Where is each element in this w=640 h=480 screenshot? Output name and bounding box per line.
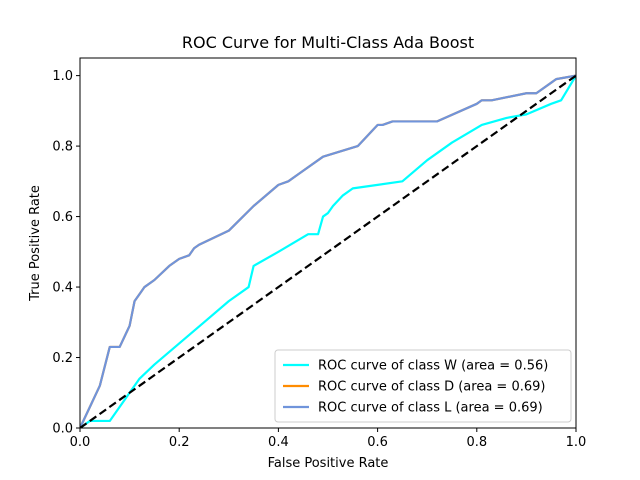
x-tick-label: 0.2 — [169, 435, 190, 450]
y-tick-label: 0.2 — [52, 351, 73, 366]
legend-label-1: ROC curve of class W (area = 0.56) — [318, 359, 548, 374]
plot-area — [80, 74, 576, 428]
y-axis: 0.0 0.2 0.4 0.6 0.8 1.0 — [52, 69, 80, 437]
y-tick-label: 0.4 — [52, 281, 73, 296]
plot-frame — [79, 57, 577, 429]
legend: ROC curve of class W (area = 0.56) ROC cu… — [274, 349, 572, 423]
x-tick-label: 0.4 — [268, 435, 289, 450]
reference-diagonal-line — [80, 74, 576, 428]
legend-box — [274, 349, 572, 423]
legend-label-3: ROC curve of class L (area = 0.69) — [318, 401, 543, 416]
y-tick-label: 0.8 — [52, 140, 73, 155]
x-tick-label: 0.0 — [70, 435, 91, 450]
y-tick-label: 0.0 — [52, 422, 73, 437]
x-tick-label: 0.6 — [367, 435, 388, 450]
x-axis-label: False Positive Rate — [268, 456, 389, 471]
series-line-1 — [80, 74, 576, 428]
series-layer — [80, 74, 576, 428]
x-tick-label: 1.0 — [566, 435, 587, 450]
series-line-3 — [80, 74, 576, 428]
y-tick-label: 1.0 — [52, 69, 73, 84]
x-tick-label: 0.8 — [466, 435, 487, 450]
y-axis-label: True Positive Rate — [28, 185, 43, 302]
y-tick-label: 0.6 — [52, 210, 73, 225]
legend-label-2: ROC curve of class D (area = 0.69) — [318, 380, 545, 395]
chart-title: ROC Curve for Multi-Class Ada Boost — [182, 33, 474, 52]
x-axis: 0.0 0.2 0.4 0.6 0.8 1.0 — [70, 428, 587, 450]
